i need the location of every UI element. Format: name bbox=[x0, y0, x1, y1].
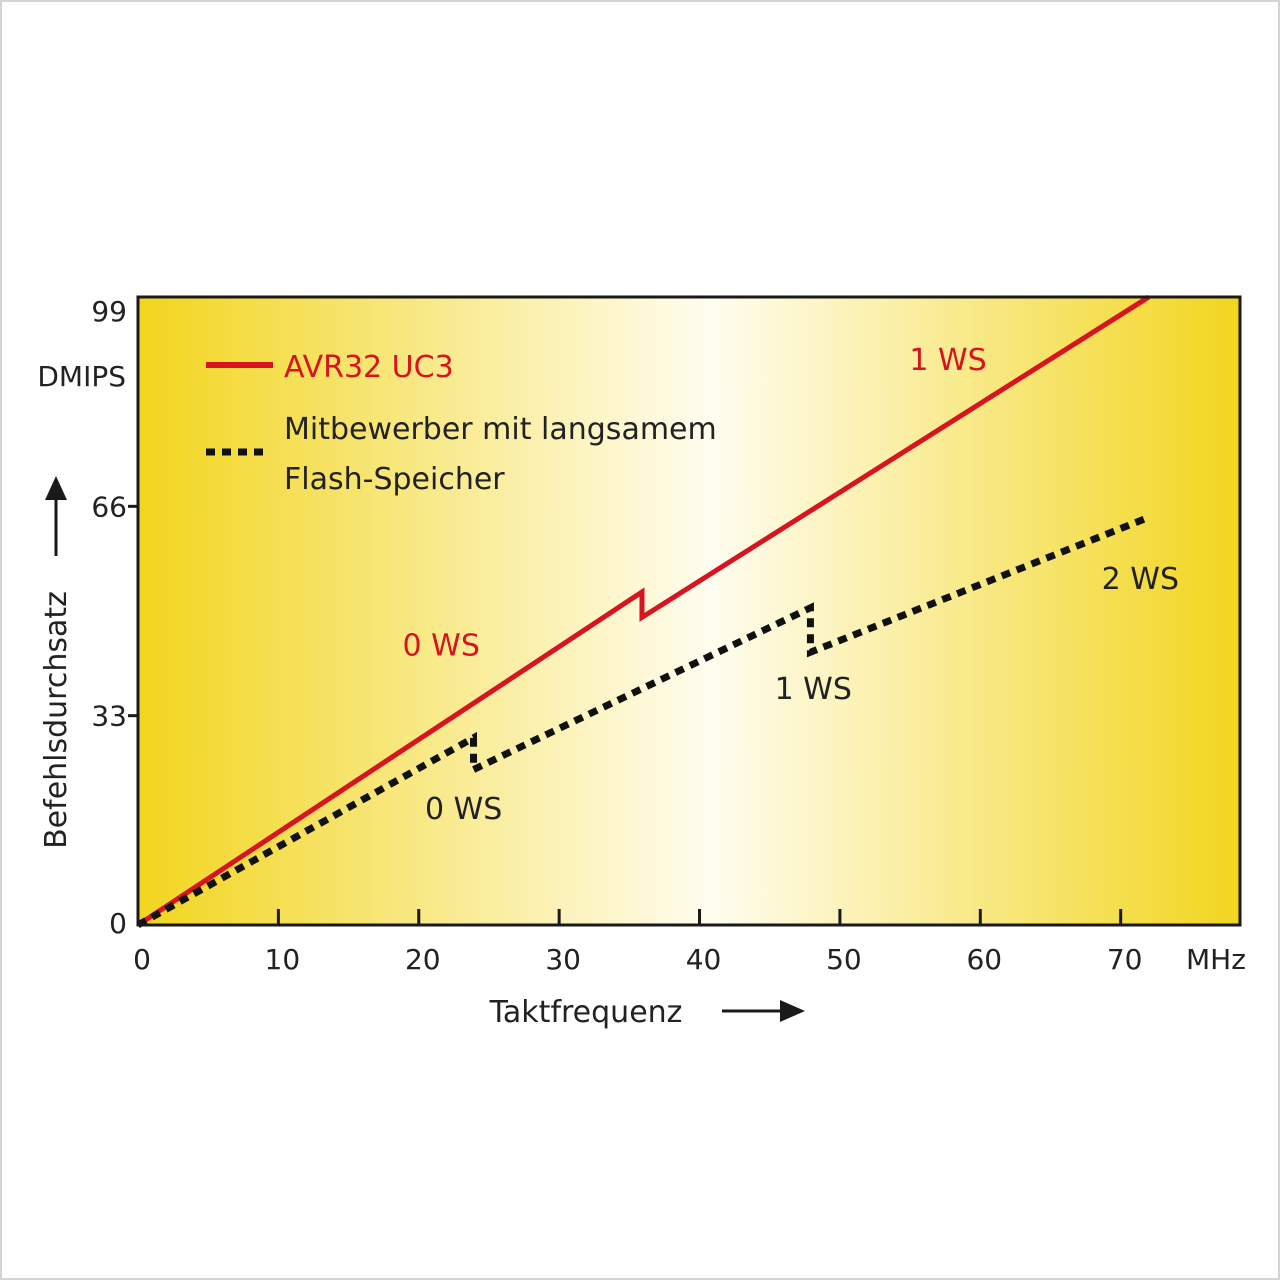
x-tick-label: 60 bbox=[966, 943, 1002, 976]
x-axis-arrow bbox=[722, 1000, 805, 1022]
ws-annotation: 2 WS bbox=[1102, 562, 1179, 597]
ws-annotation: 0 WS bbox=[425, 792, 502, 827]
ws-annotation: 1 WS bbox=[909, 343, 986, 378]
series-line-competitor bbox=[136, 515, 1146, 929]
ws-annotation: 0 WS bbox=[403, 628, 480, 663]
x-tick-label: 0 bbox=[133, 943, 151, 976]
x-tick-marks bbox=[276, 909, 1123, 925]
y-axis-title: Befehlsdurchsatz bbox=[39, 591, 74, 849]
legend-label-line: Flash-Speicher bbox=[284, 462, 505, 497]
y-tick-label: 33 bbox=[91, 700, 127, 733]
y-unit-label: DMIPS bbox=[37, 360, 126, 393]
x-tick-label: 20 bbox=[405, 943, 441, 976]
y-tick-label: 99 bbox=[91, 295, 127, 328]
x-tick-label: 30 bbox=[545, 943, 581, 976]
legend-label-line: Mitbewerber mit langsamem bbox=[284, 412, 717, 447]
plot-area bbox=[138, 297, 1240, 925]
y-axis-arrow bbox=[45, 476, 67, 556]
x-tick-label: 10 bbox=[265, 943, 301, 976]
y-tick-marks bbox=[128, 504, 138, 718]
legend-label-competitor: Mitbewerber mit langsamem Flash-Speicher bbox=[284, 412, 717, 497]
plot-border bbox=[136, 295, 1242, 927]
y-tick-labels: 0 33 66 99 bbox=[91, 295, 127, 940]
legend-label-line: AVR32 UC3 bbox=[284, 350, 454, 385]
x-tick-labels: 0 10 20 30 40 50 60 70 bbox=[133, 943, 1142, 976]
annotation-layer: 0 WS 1 WS 0 WS 1 WS 2 WS bbox=[403, 343, 1179, 827]
series-layer bbox=[136, 294, 1151, 929]
y-tick-label: 66 bbox=[91, 490, 127, 523]
legend: AVR32 UC3 Mitbewerber mit langsamem Flash… bbox=[206, 350, 717, 497]
series-line-avr32 bbox=[136, 294, 1151, 928]
x-axis-title: Taktfrequenz bbox=[489, 995, 683, 1030]
y-tick-label: 0 bbox=[109, 907, 127, 940]
legend-label-avr32: AVR32 UC3 bbox=[284, 350, 454, 385]
x-tick-label: 40 bbox=[686, 943, 722, 976]
y-axis-title-group: Befehlsdurchsatz bbox=[39, 591, 74, 849]
x-tick-label: 50 bbox=[826, 943, 862, 976]
x-unit-label: MHz bbox=[1186, 943, 1246, 976]
ws-annotation: 1 WS bbox=[775, 672, 852, 707]
x-tick-label: 70 bbox=[1107, 943, 1143, 976]
